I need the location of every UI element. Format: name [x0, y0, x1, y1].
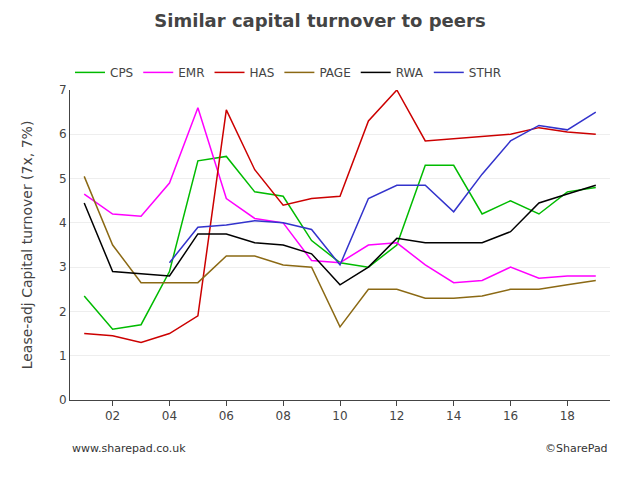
svg-text:1: 1 [59, 349, 67, 363]
svg-text:12: 12 [389, 409, 404, 423]
svg-text:HAS: HAS [250, 66, 275, 80]
svg-text:08: 08 [276, 409, 291, 423]
svg-text:5: 5 [59, 172, 67, 186]
svg-text:CPS: CPS [110, 66, 133, 80]
svg-text:16: 16 [503, 409, 518, 423]
svg-text:0: 0 [59, 393, 67, 407]
svg-text:©SharePad: ©SharePad [545, 442, 608, 455]
svg-text:6: 6 [59, 127, 67, 141]
svg-text:Lease-adj Capital turnover (7x: Lease-adj Capital turnover (7x, 7%) [19, 121, 35, 370]
svg-text:04: 04 [162, 409, 177, 423]
svg-text:14: 14 [446, 409, 461, 423]
svg-text:10: 10 [332, 409, 347, 423]
svg-text:3: 3 [59, 260, 67, 274]
svg-text:02: 02 [105, 409, 120, 423]
svg-text:18: 18 [560, 409, 575, 423]
svg-text:EMR: EMR [178, 66, 204, 80]
svg-text:RWA: RWA [396, 66, 424, 80]
svg-text:Similar capital turnover to pe: Similar capital turnover to peers [154, 10, 485, 31]
svg-text:4: 4 [59, 216, 67, 230]
svg-text:www.sharepad.co.uk: www.sharepad.co.uk [72, 442, 186, 455]
svg-text:06: 06 [219, 409, 234, 423]
svg-text:STHR: STHR [469, 66, 501, 80]
svg-text:2: 2 [59, 305, 67, 319]
svg-text:PAGE: PAGE [319, 66, 350, 80]
svg-text:7: 7 [59, 83, 67, 97]
